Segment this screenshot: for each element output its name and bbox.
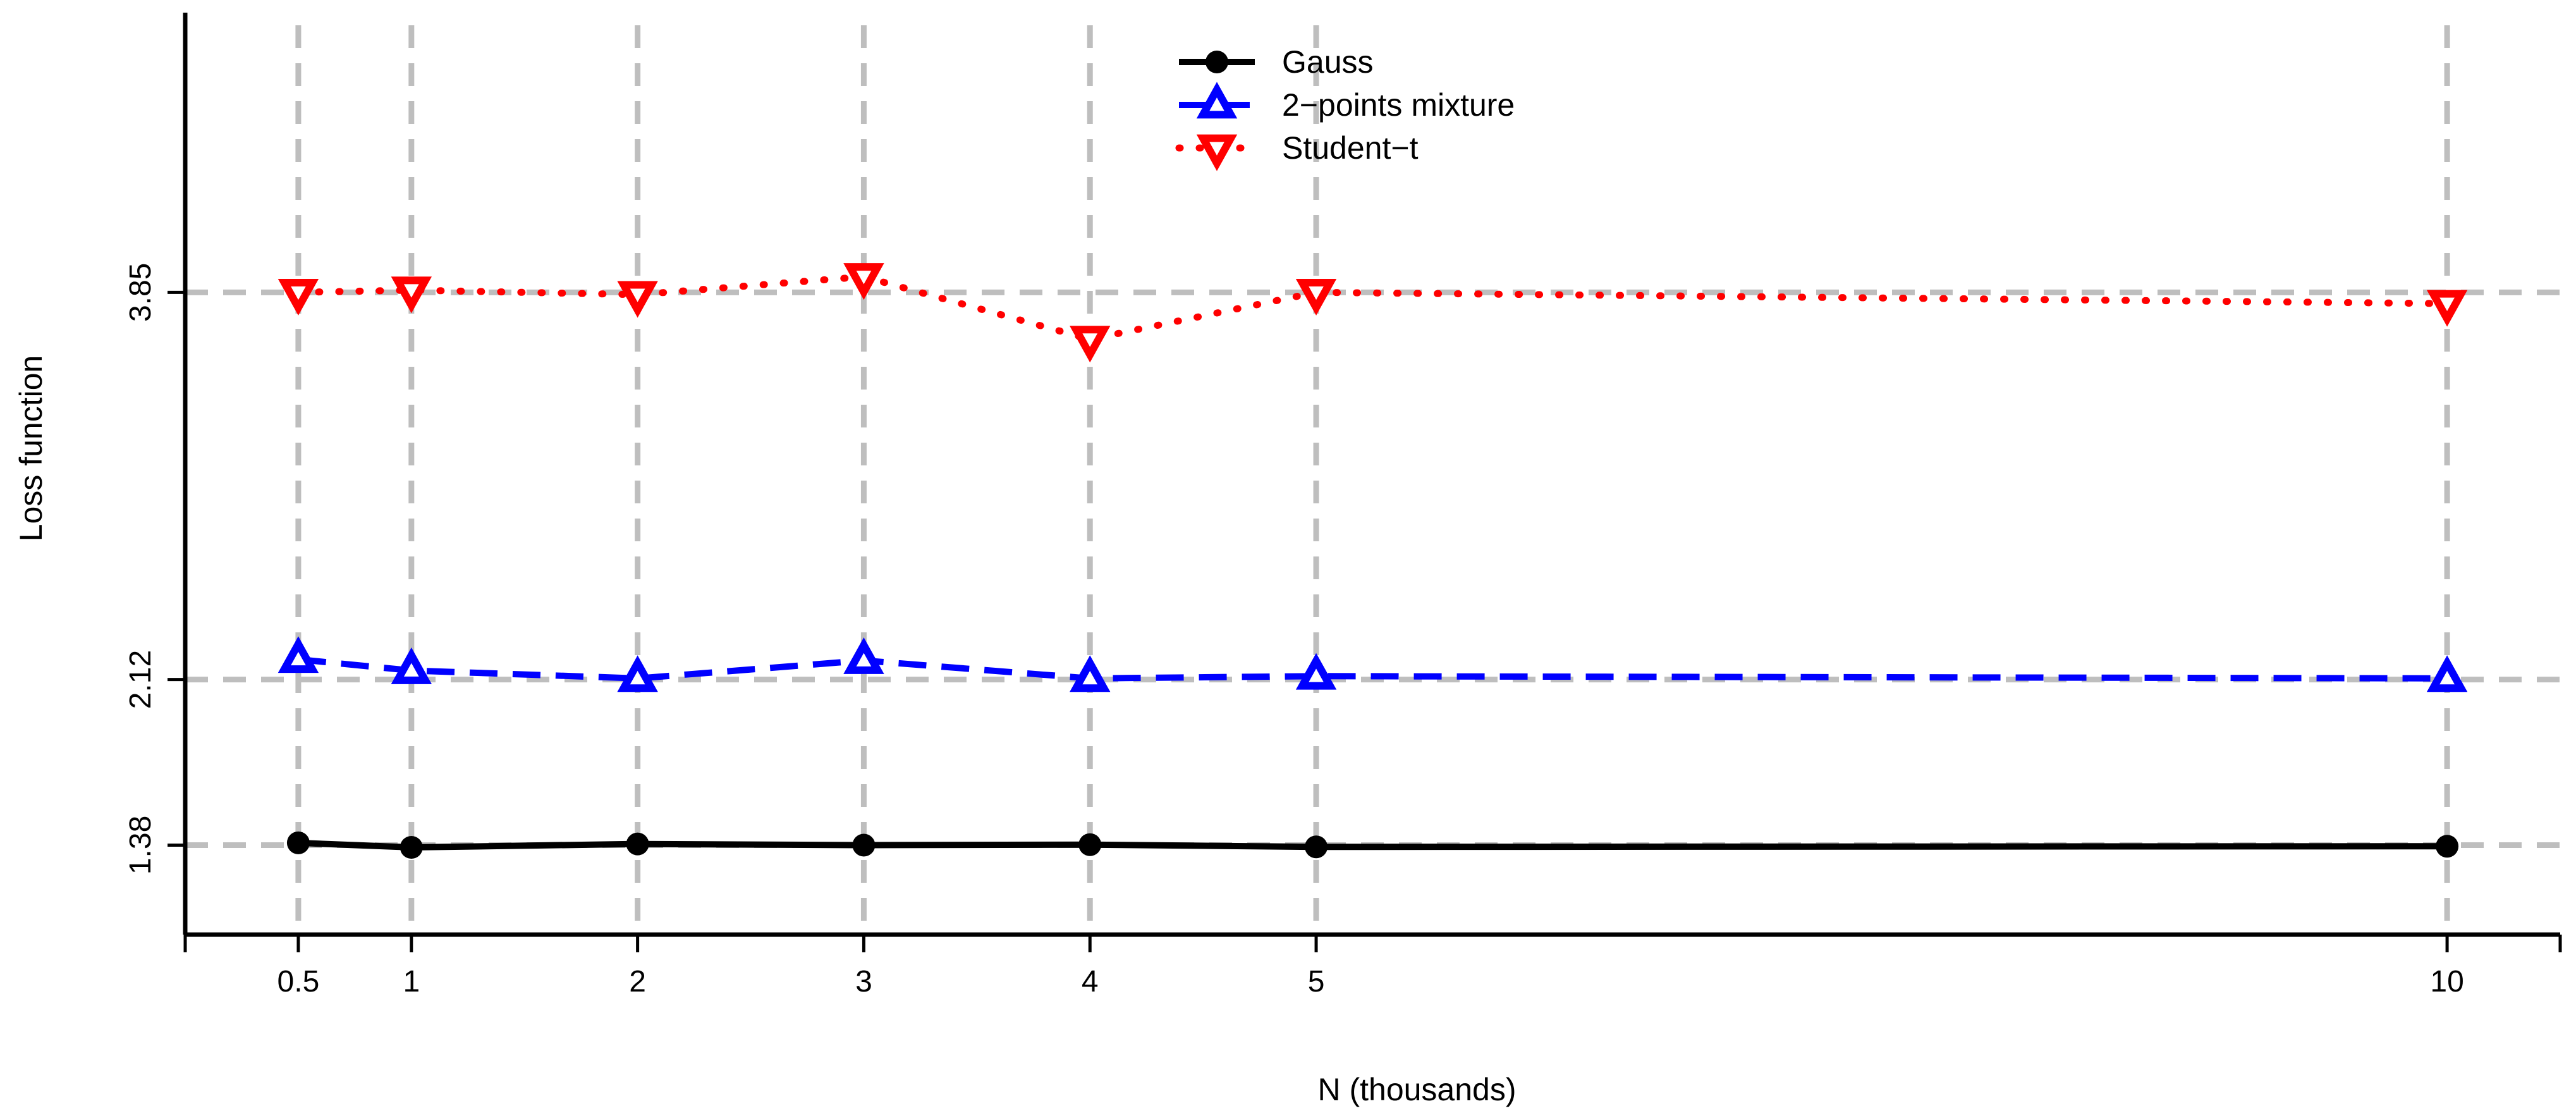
series-line (298, 656, 2448, 682)
series-layer (278, 263, 2468, 859)
axis-labels: N (thousands) Loss function (13, 355, 1517, 1107)
data-point (843, 263, 884, 300)
data-point (617, 655, 658, 692)
data-point (617, 281, 658, 318)
data-point (2426, 290, 2468, 327)
legend-item: 2−points mixture (1179, 82, 1515, 123)
x-tick-label: 0.5 (278, 965, 320, 998)
legend-item: Gauss (1179, 44, 1374, 80)
data-point (400, 835, 423, 859)
data-point (286, 831, 310, 854)
data-point (1295, 278, 1337, 316)
x-tick-label: 1 (403, 965, 420, 998)
series-gauss (286, 831, 2459, 859)
data-point (278, 278, 319, 316)
legend-label: Gauss (1282, 44, 1374, 80)
axes: 0.5 1 2 3 4 5 10 1.38 2.12 3.85 (124, 13, 2562, 998)
data-point (1070, 655, 1111, 692)
data-point (1196, 82, 1238, 119)
data-point (843, 637, 884, 674)
data-point (1078, 833, 1102, 856)
x-tick-label: 4 (1082, 965, 1099, 998)
series-student-t (278, 263, 2468, 363)
y-axis-title: Loss function (13, 355, 49, 542)
data-point (1305, 835, 1328, 859)
data-point (626, 832, 649, 856)
y-tick-label: 3.85 (124, 263, 157, 322)
x-tick-label: 3 (855, 965, 872, 998)
data-point (391, 276, 432, 314)
x-axis-title: N (thousands) (1317, 1072, 1516, 1107)
data-point (2426, 655, 2468, 692)
data-point (2436, 835, 2459, 858)
data-point (278, 636, 319, 673)
x-tick-label: 2 (629, 965, 646, 998)
data-point (1295, 653, 1337, 690)
data-point (1206, 51, 1228, 73)
y-tick-label: 2.12 (124, 650, 157, 709)
data-point (391, 647, 432, 684)
y-tick-label: 1.38 (124, 816, 157, 875)
data-point (1070, 326, 1111, 363)
x-tick-label: 10 (2430, 965, 2463, 998)
legend-label: 2−points mixture (1282, 87, 1515, 123)
legend-label: Student−t (1282, 130, 1419, 166)
legend-item: Student−t (1175, 130, 1419, 171)
data-point (1196, 134, 1238, 171)
data-point (852, 833, 876, 857)
series-mixture (278, 636, 2468, 692)
legend: Gauss 2−points mixture Student−t (1175, 44, 1515, 171)
x-tick-label: 5 (1308, 965, 1325, 998)
